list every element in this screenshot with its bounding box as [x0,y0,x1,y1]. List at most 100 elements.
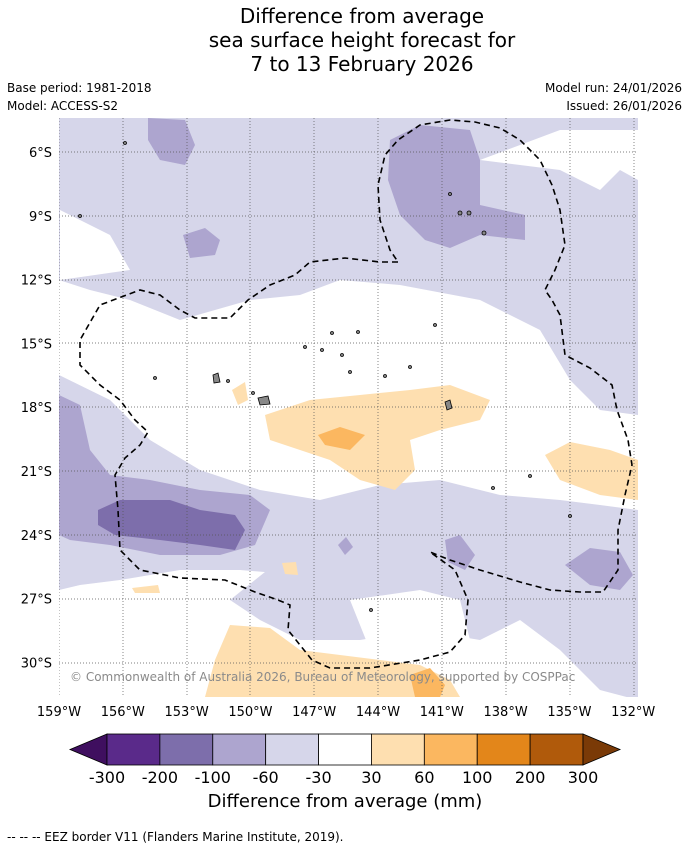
anomaly-white-gap-3 [350,590,470,660]
legend-tick-label: 300 [568,768,599,787]
issued-date: Issued: 26/01/2026 [566,99,682,113]
island [444,399,453,411]
legend-tick-label: 200 [515,768,546,787]
legend-tick-label: 30 [361,768,381,787]
anomaly-light-orange-small-1 [232,382,248,405]
map-title: Difference from average sea surface heig… [0,4,690,76]
legend-swatch [265,733,319,766]
island [528,474,532,478]
islands [78,141,572,612]
legend-swatch [476,733,531,766]
legend-swatch [423,733,478,766]
island [348,370,352,374]
latitude-label: 12°S [21,274,52,289]
longitude-label: 147°W [292,705,336,720]
island [481,230,487,236]
legend-swatch [529,733,584,766]
island [226,379,230,383]
legend-tick-label: 60 [414,768,434,787]
legend-tick-label: -100 [195,768,231,787]
latitude-label: 15°S [21,337,52,352]
anomaly-medium-purple-ne [388,125,525,248]
longitude-label: 138°W [484,705,528,720]
legend-extend-high [582,733,622,766]
longitude-label: 159°W [37,705,81,720]
latitude-label: 24°S [21,529,52,544]
legend-title: Difference from average (mm) [207,791,483,812]
legend-tick-label: -60 [253,768,279,787]
island [251,391,255,395]
model-run: Model run: 24/01/2026 [544,81,682,95]
longitude-label: 141°W [420,705,464,720]
anomaly-light-orange-east [545,442,638,500]
island [448,192,452,196]
island [369,608,373,612]
longitude-label: 150°W [228,705,272,720]
island [457,210,463,216]
eez-footnote: -- -- -- EEZ border V11 (Flanders Marine… [7,830,344,844]
island [408,365,412,369]
legend-tick-label: 100 [462,768,493,787]
island [320,348,324,352]
island [257,395,271,406]
legend-swatch [371,733,425,766]
island [123,141,127,145]
longitude-label: 153°W [165,705,209,720]
latitude-label: 18°S [21,401,52,416]
legend-swatch [318,733,372,766]
longitude-label: 135°W [547,705,591,720]
longitude-labels: 159°W 156°W 153°W 150°W 147°W 144°W 141°W 138°W… [37,705,656,720]
eez-border [79,119,633,669]
island [383,374,387,378]
legend-swatch [159,733,214,766]
latitude-label: 21°S [21,465,52,480]
anomaly-light-orange-south [205,625,460,697]
island [212,372,221,384]
anomaly-orange-south [410,668,445,697]
anomaly-light-orange-central [265,385,490,490]
longitude-label: 156°W [101,705,145,720]
island [491,486,495,490]
island [568,514,572,518]
island [433,323,437,327]
meta-right: Model run: 24/01/2026 Issued: 26/01/2026 [545,79,682,115]
latitude-label: 9°S [29,210,52,225]
island [330,331,334,335]
legend-tick-label: -200 [142,768,178,787]
island [340,353,344,357]
anomaly-dark-purple-sw [98,500,245,550]
anomaly-medium-purple-dot [338,537,353,555]
anomaly-light-orange-small-2 [282,562,298,575]
legend-tick-label: -30 [305,768,331,787]
longitude-label: 132°W [611,705,655,720]
island [303,345,307,349]
title-line-3: 7 to 13 February 2026 [250,52,474,76]
legend-swatch [106,733,161,766]
legend-tick-labels: -300 -200 -100 -60 -30 30 60 100 200 300 [89,768,598,787]
anomaly-medium-purple-small [183,228,220,258]
copyright-notice: © Commonwealth of Australia 2026, Bureau… [70,670,575,684]
base-period: Base period: 1981-2018 [7,81,152,95]
island [466,210,472,216]
latitude-label: 27°S [21,593,52,608]
island [153,376,157,380]
title-line-2: sea surface height forecast for [208,28,516,52]
anomaly-white-gap [60,210,130,280]
model-name: Model: ACCESS-S2 [7,99,119,113]
title-line-1: Difference from average [239,4,485,28]
color-legend [68,733,622,766]
latitude-labels: 6°S 9°S 12°S 15°S 18°S 21°S 24°S 27°S 30°S [21,146,52,671]
latitude-label: 6°S [29,146,52,161]
longitude-label: 144°W [356,705,400,720]
anomaly-light-orange-small-3 [132,585,160,593]
legend-tick-label: -300 [89,768,125,787]
meta-left: Base period: 1981-2018 Model: ACCESS-S2 [7,79,152,115]
anomaly-field: © Commonwealth of Australia 2026, Bureau… [59,118,638,697]
anomaly-medium-purple-se [565,548,633,590]
legend-swatch [212,733,267,766]
legend-extend-low [68,733,108,766]
island [356,330,360,334]
anomaly-medium-purple-nw [148,118,195,165]
anomaly-white-gap-2 [480,130,638,190]
